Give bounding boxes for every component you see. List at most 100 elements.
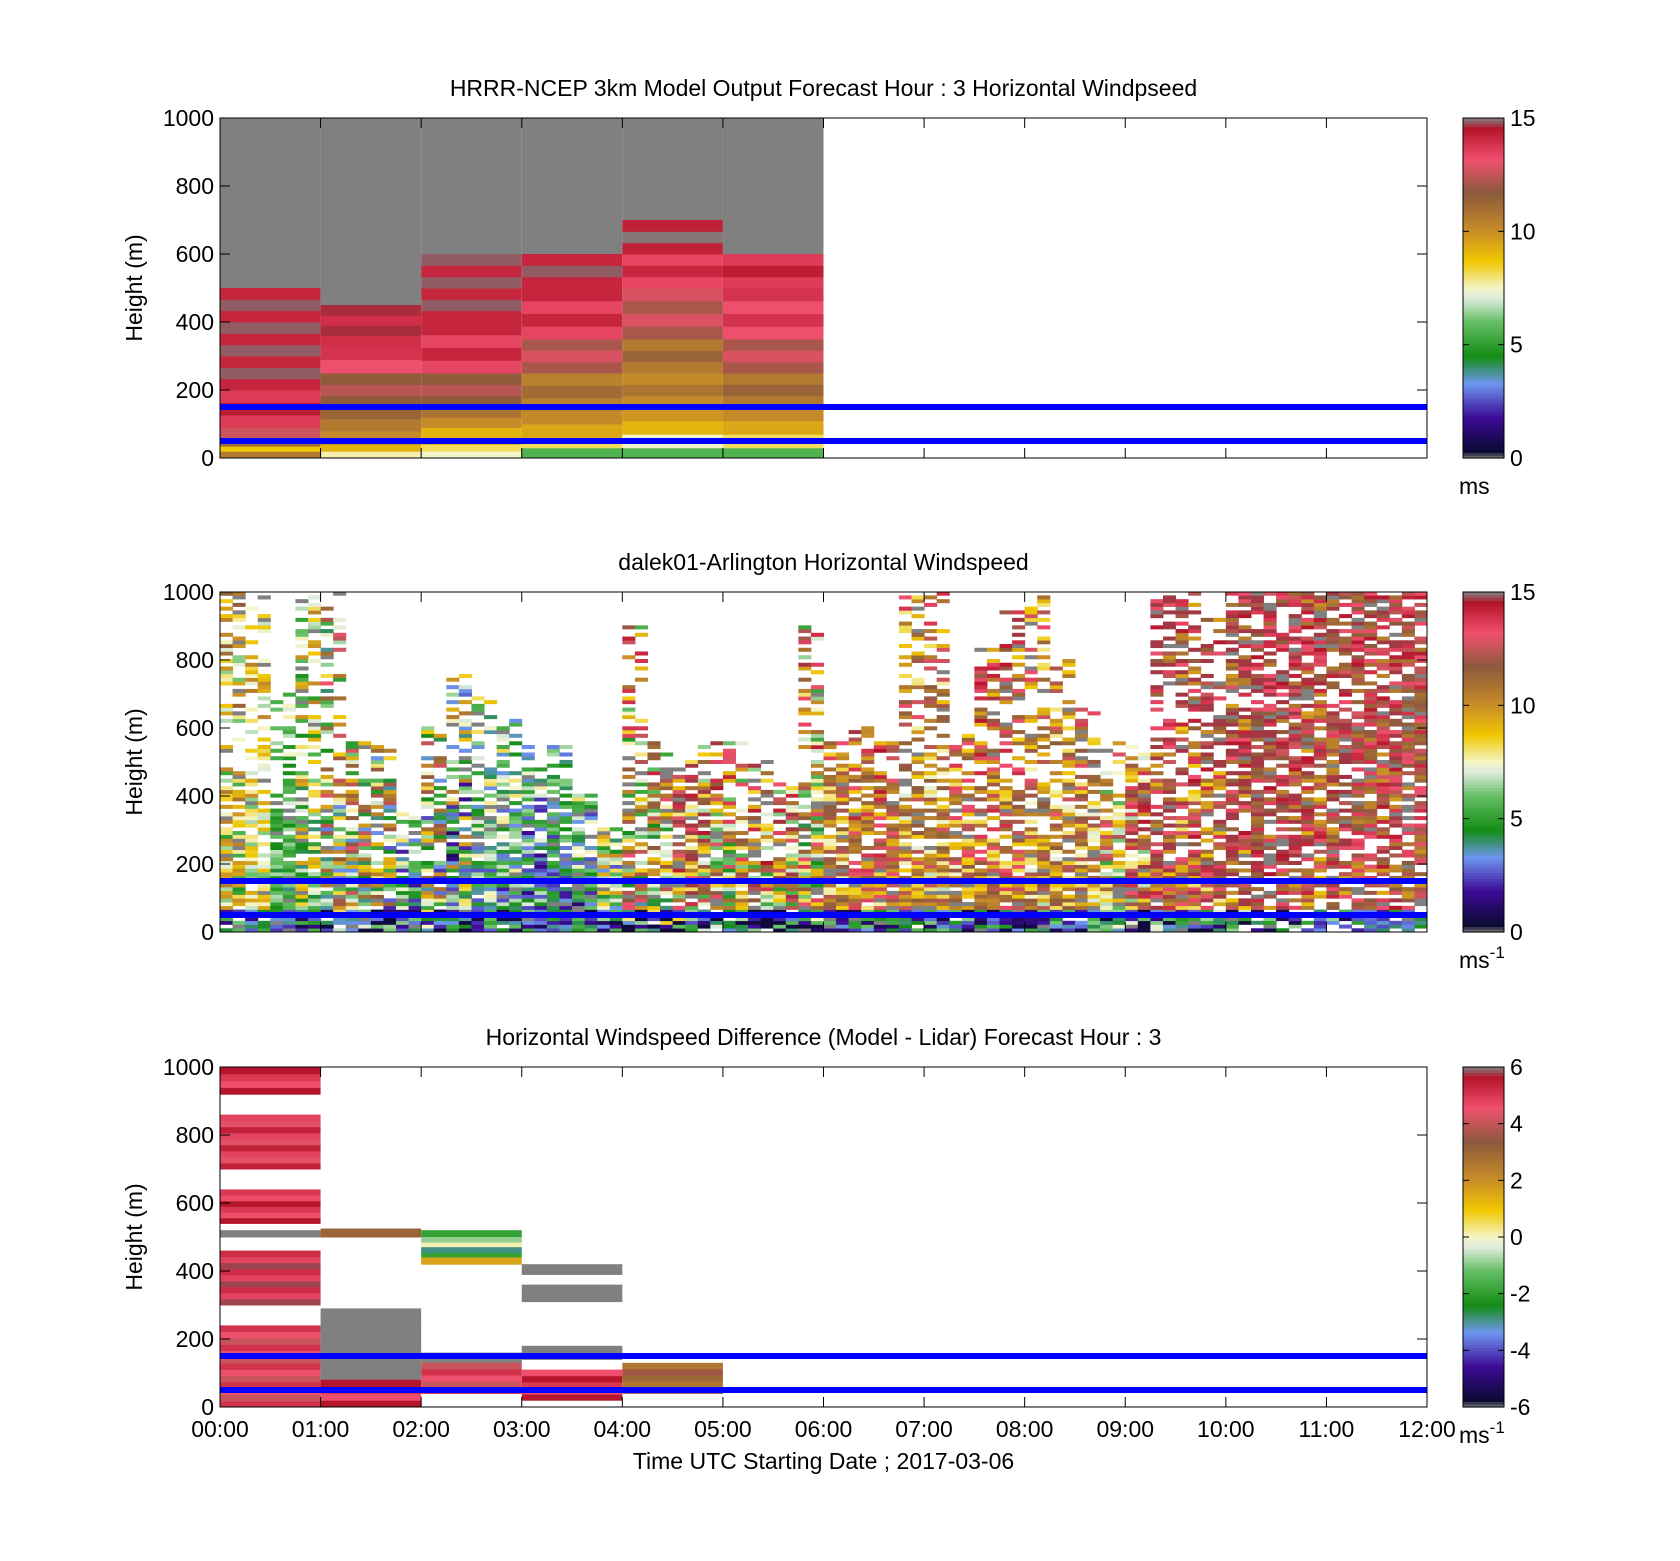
windspeed-cell: [873, 868, 887, 873]
windspeed-cell: [1125, 920, 1139, 925]
windspeed-cell: [634, 759, 648, 764]
windspeed-cell: [1150, 864, 1164, 869]
windspeed-cell: [634, 812, 648, 817]
windspeed-cell: [1162, 920, 1177, 925]
windspeed-cell: [320, 890, 334, 895]
windspeed-cell: [1150, 849, 1164, 854]
windspeed-cell: [220, 414, 321, 428]
windspeed-cell: [974, 647, 988, 652]
windspeed-cell: [949, 890, 963, 895]
windspeed-cell: [383, 801, 397, 806]
windspeed-cell: [270, 812, 284, 817]
windspeed-cell: [710, 868, 724, 873]
windspeed-cell: [1276, 909, 1290, 914]
windspeed-cell: [672, 774, 686, 779]
windspeed-cell: [1301, 696, 1315, 701]
windspeed-cell: [1024, 778, 1038, 783]
windspeed-cell: [949, 797, 963, 802]
windspeed-cell: [1062, 831, 1076, 836]
windspeed-cell: [546, 752, 560, 757]
windspeed-cell: [1326, 849, 1340, 854]
windspeed-cell: [697, 887, 711, 892]
windspeed-cell: [282, 838, 296, 843]
windspeed-cell: [1238, 868, 1252, 873]
windspeed-cell: [873, 853, 887, 858]
windspeed-cell: [785, 831, 799, 836]
windspeed-cell: [1414, 853, 1428, 858]
windspeed-cell: [1162, 599, 1177, 604]
windspeed-cell: [735, 917, 749, 922]
windspeed-cell: [1150, 651, 1164, 656]
windspeed-cell: [282, 756, 296, 761]
windspeed-cell: [722, 883, 736, 888]
windspeed-cell: [1364, 920, 1378, 925]
windspeed-cell: [697, 823, 711, 828]
colorbar-segment: [1463, 174, 1504, 179]
windspeed-cell: [220, 658, 234, 664]
windspeed-cell: [735, 872, 749, 877]
windspeed-cell: [232, 797, 246, 802]
windspeed-cell: [220, 333, 321, 346]
windspeed-cell: [1238, 849, 1252, 854]
windspeed-cell: [999, 647, 1013, 652]
windspeed-cell: [1087, 894, 1101, 899]
windspeed-cell: [1389, 823, 1403, 828]
windspeed-cell: [1250, 875, 1265, 880]
windspeed-cell: [358, 864, 372, 869]
windspeed-cell: [534, 883, 548, 888]
windspeed-cell: [1351, 864, 1365, 869]
windspeed-cell: [1238, 789, 1252, 794]
windspeed-cell: [773, 812, 787, 817]
windspeed-cell: [546, 842, 560, 847]
windspeed-cell: [697, 928, 711, 933]
windspeed-cell: [722, 265, 824, 278]
colorbar-segment: [1463, 387, 1504, 391]
windspeed-cell: [936, 816, 950, 821]
colorbar-segment: [1463, 881, 1504, 885]
windspeed-cell: [999, 700, 1013, 705]
windspeed-cell: [622, 395, 723, 408]
windspeed-cell: [471, 745, 485, 750]
windspeed-cell: [823, 875, 837, 880]
windspeed-cell: [861, 733, 875, 738]
windspeed-cell: [924, 700, 938, 705]
windspeed-cell: [1313, 707, 1327, 712]
windspeed-cell: [1401, 905, 1415, 910]
windspeed-cell: [559, 890, 573, 895]
windspeed-cell: [735, 763, 749, 768]
windspeed-cell: [446, 816, 460, 821]
windspeed-cell: [735, 928, 749, 933]
windspeed-cell: [282, 771, 296, 776]
windspeed-cell: [1313, 782, 1327, 787]
windspeed-cell: [496, 928, 510, 933]
windspeed-cell: [898, 625, 913, 630]
windspeed-cell: [949, 782, 963, 787]
windspeed-cell: [1376, 763, 1390, 768]
windspeed-cell: [986, 774, 1001, 779]
windspeed-cell: [773, 819, 787, 824]
windspeed-cell: [1037, 875, 1051, 880]
windspeed-cell: [433, 816, 447, 821]
windspeed-cell: [521, 774, 535, 779]
windspeed-cell: [710, 793, 724, 798]
windspeed-cell: [1364, 632, 1378, 637]
windspeed-cell: [308, 778, 322, 783]
windspeed-cell: [584, 902, 598, 907]
windspeed-cell: [760, 812, 774, 817]
windspeed-cell: [1238, 602, 1252, 607]
windspeed-cell: [961, 905, 975, 910]
windspeed-cell: [345, 857, 359, 862]
windspeed-cell: [1188, 696, 1202, 701]
windspeed-cell: [220, 875, 234, 880]
windspeed-cell: [345, 842, 359, 847]
windspeed-cell: [1175, 692, 1189, 697]
windspeed-cell: [685, 786, 699, 791]
windspeed-cell: [282, 917, 296, 922]
windspeed-cell: [660, 812, 674, 817]
windspeed-cell: [710, 905, 724, 910]
windspeed-cell: [534, 786, 548, 791]
windspeed-cell: [810, 707, 824, 712]
colorbar-segment: [1463, 432, 1504, 436]
windspeed-cell: [458, 883, 472, 888]
windspeed-cell: [1326, 621, 1340, 626]
